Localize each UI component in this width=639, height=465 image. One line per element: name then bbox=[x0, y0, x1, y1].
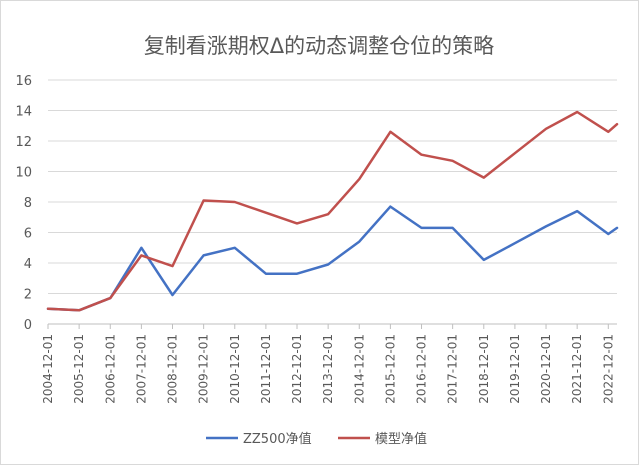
x-axis-ticks: 2004-12-01 2005-12-01 2006-12-01 2007-12-01… bbox=[41, 324, 615, 404]
x-tick-label: 2015-12-01 bbox=[383, 334, 397, 404]
y-axis-ticks: 0 2 4 6 8 10 12 14 16 bbox=[15, 74, 32, 333]
y-tick-label: 2 bbox=[24, 288, 32, 303]
x-tick-label: 2022-12-01 bbox=[601, 334, 615, 404]
gridlines bbox=[48, 79, 617, 325]
y-tick-label: 4 bbox=[24, 257, 32, 272]
x-tick-label: 2013-12-01 bbox=[321, 334, 335, 404]
y-tick-label: 8 bbox=[24, 196, 32, 211]
x-tick-label: 2016-12-01 bbox=[415, 334, 429, 404]
x-tick-label: 2019-12-01 bbox=[508, 334, 522, 404]
y-tick-label: 12 bbox=[15, 135, 32, 150]
y-tick-label: 6 bbox=[24, 227, 32, 242]
series-line-1 bbox=[46, 110, 619, 312]
legend-label-0: ZZ500净值 bbox=[243, 431, 312, 447]
y-tick-label: 14 bbox=[15, 105, 32, 120]
series-line-0 bbox=[46, 205, 619, 312]
x-tick-label: 2017-12-01 bbox=[446, 334, 460, 404]
x-tick-label: 2012-12-01 bbox=[290, 334, 304, 404]
x-tick-label: 2018-12-01 bbox=[477, 334, 491, 404]
x-tick-label: 2008-12-01 bbox=[166, 334, 180, 404]
y-tick-label: 10 bbox=[15, 166, 32, 181]
x-tick-label: 2009-12-01 bbox=[197, 334, 211, 404]
y-tick-label: 0 bbox=[24, 318, 32, 333]
x-tick-label: 2011-12-01 bbox=[259, 334, 273, 404]
x-tick-label: 2005-12-01 bbox=[72, 334, 86, 404]
chart-title: 复制看涨期权Δ的动态调整仓位的策略 bbox=[144, 34, 494, 58]
x-tick-label: 2020-12-01 bbox=[539, 334, 553, 404]
x-tick-label: 2006-12-01 bbox=[103, 334, 117, 404]
x-tick-label: 2004-12-01 bbox=[41, 334, 55, 404]
x-tick-label: 2021-12-01 bbox=[570, 334, 584, 404]
y-tick-label: 16 bbox=[15, 74, 32, 89]
x-tick-label: 2014-12-01 bbox=[352, 334, 366, 404]
legend-label-1: 模型净值 bbox=[375, 431, 427, 447]
legend: ZZ500净值 模型净值 bbox=[206, 431, 427, 447]
x-tick-label: 2010-12-01 bbox=[228, 334, 242, 404]
series-lines bbox=[46, 110, 619, 312]
x-tick-label: 2007-12-01 bbox=[134, 334, 148, 404]
